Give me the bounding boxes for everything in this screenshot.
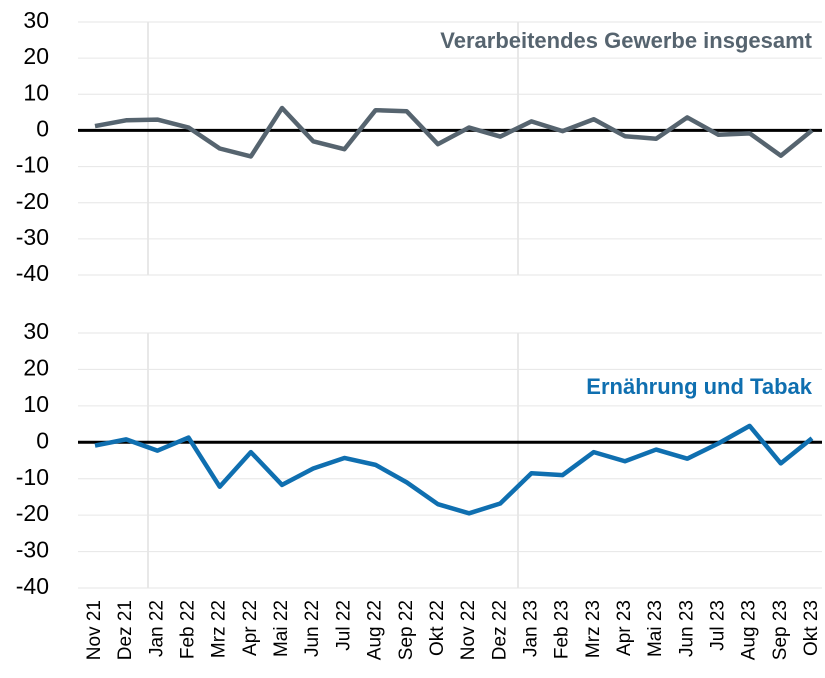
x-tick-label: Dez 22 xyxy=(489,600,510,660)
x-tick-label: Okt 23 xyxy=(801,600,822,656)
y-tick-label: -30 xyxy=(16,537,49,563)
y-tick-label: 30 xyxy=(23,7,49,33)
y-tick-label: 20 xyxy=(23,355,49,381)
x-tick-label: Nov 21 xyxy=(84,600,105,660)
y-tick-label: 10 xyxy=(23,391,49,417)
y-tick-label: 10 xyxy=(23,79,49,105)
x-tick-label: Mrz 23 xyxy=(583,600,604,658)
x-tick-label: Jun 23 xyxy=(676,600,697,657)
x-tick-label: Sep 23 xyxy=(770,600,791,660)
y-tick-label: -10 xyxy=(16,152,49,178)
y-tick-label: -30 xyxy=(16,224,49,250)
x-tick-label: Mai 22 xyxy=(271,600,292,657)
x-tick-label: Jun 22 xyxy=(302,600,323,657)
x-tick-label: Dez 21 xyxy=(115,600,136,660)
y-tick-label: -20 xyxy=(16,500,49,526)
y-tick-label: 0 xyxy=(36,116,49,142)
x-tick-label: Jul 23 xyxy=(707,600,728,651)
chart-title: Verarbeitendes Gewerbe insgesamt xyxy=(440,28,812,53)
x-tick-label: Sep 22 xyxy=(396,600,417,660)
x-tick-label: Okt 22 xyxy=(427,600,448,656)
x-tick-label: Jul 22 xyxy=(333,600,354,651)
x-tick-label: Mrz 22 xyxy=(209,600,230,658)
x-tick-label: Apr 23 xyxy=(614,600,635,656)
x-tick-label: Feb 23 xyxy=(552,600,573,659)
y-tick-label: -20 xyxy=(16,188,49,214)
x-tick-label: Jan 22 xyxy=(146,600,167,657)
x-tick-label: Mai 23 xyxy=(645,600,666,657)
data-line xyxy=(94,105,814,159)
y-tick-label: -40 xyxy=(16,573,49,599)
data-line xyxy=(94,423,814,516)
x-tick-label: Apr 22 xyxy=(240,600,261,656)
y-tick-label: 0 xyxy=(36,427,49,453)
x-tick-label: Jan 23 xyxy=(520,600,541,657)
x-tick-label: Nov 22 xyxy=(458,600,479,660)
y-tick-label: 20 xyxy=(23,43,49,69)
x-tick-label: Aug 23 xyxy=(739,600,760,660)
y-tick-label: -40 xyxy=(16,260,49,286)
x-tick-label: Feb 22 xyxy=(178,600,199,659)
x-tick-label: Aug 22 xyxy=(365,600,386,660)
y-tick-label: 30 xyxy=(23,318,49,344)
y-tick-label: -10 xyxy=(16,464,49,490)
chart-title: Ernährung und Tabak xyxy=(586,374,812,399)
